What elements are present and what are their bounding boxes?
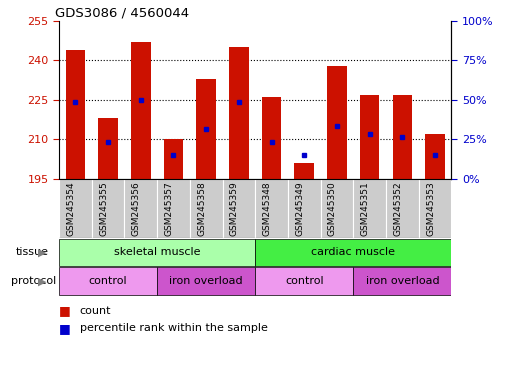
Text: GDS3086 / 4560044: GDS3086 / 4560044 — [55, 7, 189, 20]
FancyBboxPatch shape — [255, 179, 288, 238]
Text: ▶: ▶ — [38, 247, 47, 258]
Text: iron overload: iron overload — [366, 276, 439, 286]
Text: GSM245356: GSM245356 — [132, 181, 141, 236]
FancyBboxPatch shape — [386, 179, 419, 238]
Bar — [98, 118, 118, 179]
FancyBboxPatch shape — [288, 179, 321, 238]
FancyBboxPatch shape — [59, 238, 255, 266]
FancyBboxPatch shape — [353, 267, 451, 295]
Bar — [294, 163, 314, 179]
FancyBboxPatch shape — [92, 179, 124, 238]
Text: protocol: protocol — [11, 276, 56, 286]
Text: GSM245351: GSM245351 — [361, 181, 370, 236]
Bar — [164, 139, 183, 179]
FancyBboxPatch shape — [59, 179, 92, 238]
Text: ■: ■ — [59, 305, 71, 318]
Text: GSM245350: GSM245350 — [328, 181, 337, 236]
Text: cardiac muscle: cardiac muscle — [311, 247, 396, 258]
Text: GSM245358: GSM245358 — [197, 181, 206, 236]
Text: GSM245353: GSM245353 — [426, 181, 435, 236]
FancyBboxPatch shape — [419, 179, 451, 238]
Text: ▶: ▶ — [38, 276, 47, 286]
Bar — [262, 97, 281, 179]
Text: GSM245359: GSM245359 — [230, 181, 239, 236]
FancyBboxPatch shape — [157, 267, 255, 295]
FancyBboxPatch shape — [255, 238, 451, 266]
Bar — [229, 47, 249, 179]
Text: ■: ■ — [59, 322, 71, 335]
Text: percentile rank within the sample: percentile rank within the sample — [80, 323, 267, 333]
Text: control: control — [89, 276, 127, 286]
Text: GSM245349: GSM245349 — [295, 181, 304, 235]
Text: control: control — [285, 276, 324, 286]
Text: GSM245355: GSM245355 — [99, 181, 108, 236]
Text: GSM245352: GSM245352 — [393, 181, 402, 235]
Text: iron overload: iron overload — [169, 276, 243, 286]
Text: GSM245348: GSM245348 — [263, 181, 271, 235]
Bar — [327, 66, 347, 179]
Text: skeletal muscle: skeletal muscle — [114, 247, 201, 258]
Text: count: count — [80, 306, 111, 316]
Bar — [392, 94, 412, 179]
FancyBboxPatch shape — [190, 179, 223, 238]
FancyBboxPatch shape — [59, 267, 157, 295]
FancyBboxPatch shape — [321, 179, 353, 238]
FancyBboxPatch shape — [124, 179, 157, 238]
Text: GSM245354: GSM245354 — [66, 181, 75, 235]
FancyBboxPatch shape — [157, 179, 190, 238]
Text: GSM245357: GSM245357 — [165, 181, 173, 236]
Bar — [425, 134, 445, 179]
Text: tissue: tissue — [15, 247, 48, 258]
FancyBboxPatch shape — [223, 179, 255, 238]
FancyBboxPatch shape — [353, 179, 386, 238]
Bar — [131, 42, 150, 179]
FancyBboxPatch shape — [255, 267, 353, 295]
Bar — [66, 50, 85, 179]
Bar — [360, 94, 380, 179]
Bar — [196, 79, 216, 179]
